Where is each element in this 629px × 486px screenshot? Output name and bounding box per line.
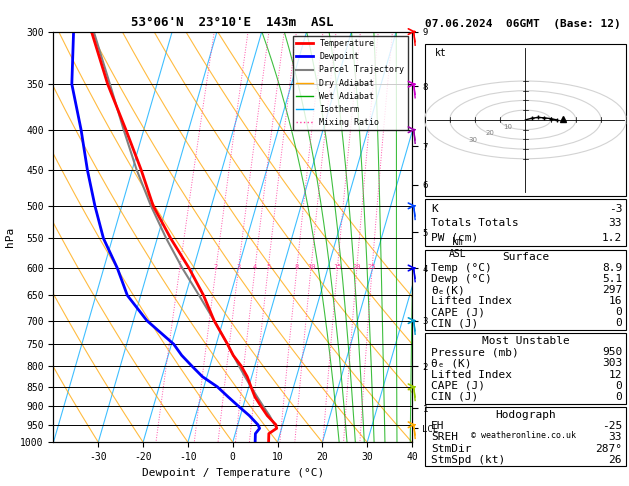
Text: StmSpd (kt): StmSpd (kt) bbox=[431, 455, 505, 465]
Text: 33: 33 bbox=[609, 432, 622, 442]
Bar bbox=[425, 407, 626, 467]
Text: 12: 12 bbox=[609, 369, 622, 380]
Bar bbox=[425, 250, 626, 330]
Text: 25: 25 bbox=[368, 264, 376, 270]
Text: PW (cm): PW (cm) bbox=[431, 233, 478, 243]
Bar bbox=[425, 44, 626, 196]
Text: CIN (J): CIN (J) bbox=[431, 318, 478, 328]
Text: Most Unstable: Most Unstable bbox=[482, 336, 569, 346]
Text: 30: 30 bbox=[468, 137, 477, 143]
Text: kt: kt bbox=[435, 48, 447, 58]
Legend: Temperature, Dewpoint, Parcel Trajectory, Dry Adiabat, Wet Adiabat, Isotherm, Mi: Temperature, Dewpoint, Parcel Trajectory… bbox=[293, 36, 408, 130]
Text: 15: 15 bbox=[333, 264, 342, 270]
Text: Surface: Surface bbox=[502, 252, 549, 262]
Text: K: K bbox=[431, 204, 438, 214]
Text: 20: 20 bbox=[486, 130, 494, 137]
Text: -25: -25 bbox=[602, 421, 622, 431]
Text: 287°: 287° bbox=[595, 444, 622, 453]
Text: CAPE (J): CAPE (J) bbox=[431, 381, 485, 391]
Text: StmDir: StmDir bbox=[431, 444, 471, 453]
Text: 1: 1 bbox=[177, 264, 182, 270]
Text: 8.9: 8.9 bbox=[602, 263, 622, 273]
Text: θₑ (K): θₑ (K) bbox=[431, 358, 471, 368]
Text: Totals Totals: Totals Totals bbox=[431, 219, 519, 228]
Text: 10: 10 bbox=[503, 123, 512, 130]
Text: Pressure (mb): Pressure (mb) bbox=[431, 347, 519, 357]
Text: θₑ(K): θₑ(K) bbox=[431, 285, 465, 295]
Bar bbox=[425, 333, 626, 404]
Text: 0: 0 bbox=[615, 381, 622, 391]
Text: 33: 33 bbox=[609, 219, 622, 228]
Text: 5: 5 bbox=[266, 264, 270, 270]
Text: © weatheronline.co.uk: © weatheronline.co.uk bbox=[471, 431, 576, 440]
Text: EH: EH bbox=[431, 421, 445, 431]
Text: CAPE (J): CAPE (J) bbox=[431, 307, 485, 317]
Text: 53°06'N  23°10'E  143m  ASL: 53°06'N 23°10'E 143m ASL bbox=[131, 16, 334, 29]
Text: 16: 16 bbox=[609, 296, 622, 306]
X-axis label: Dewpoint / Temperature (°C): Dewpoint / Temperature (°C) bbox=[142, 468, 324, 478]
Text: 2: 2 bbox=[214, 264, 218, 270]
Text: Lifted Index: Lifted Index bbox=[431, 296, 512, 306]
Text: 0: 0 bbox=[615, 392, 622, 402]
Text: 20: 20 bbox=[352, 264, 361, 270]
Text: 0: 0 bbox=[615, 318, 622, 328]
Text: 8: 8 bbox=[295, 264, 299, 270]
Text: 297: 297 bbox=[602, 285, 622, 295]
Y-axis label: hPa: hPa bbox=[4, 227, 14, 247]
Text: 3: 3 bbox=[237, 264, 241, 270]
Text: SREH: SREH bbox=[431, 432, 458, 442]
Text: 5.1: 5.1 bbox=[602, 274, 622, 284]
Text: 0: 0 bbox=[615, 307, 622, 317]
Text: 07.06.2024  06GMT  (Base: 12): 07.06.2024 06GMT (Base: 12) bbox=[425, 19, 621, 29]
Text: CIN (J): CIN (J) bbox=[431, 392, 478, 402]
Text: 4: 4 bbox=[253, 264, 257, 270]
Text: 950: 950 bbox=[602, 347, 622, 357]
Text: 1.2: 1.2 bbox=[602, 233, 622, 243]
Text: Hodograph: Hodograph bbox=[495, 410, 556, 420]
Text: Lifted Index: Lifted Index bbox=[431, 369, 512, 380]
Text: Dewp (°C): Dewp (°C) bbox=[431, 274, 492, 284]
Text: 26: 26 bbox=[609, 455, 622, 465]
Text: 303: 303 bbox=[602, 358, 622, 368]
Text: -3: -3 bbox=[609, 204, 622, 214]
Text: 10: 10 bbox=[307, 264, 315, 270]
Text: Temp (°C): Temp (°C) bbox=[431, 263, 492, 273]
Bar bbox=[425, 199, 626, 246]
Y-axis label: km
ASL: km ASL bbox=[449, 237, 467, 259]
